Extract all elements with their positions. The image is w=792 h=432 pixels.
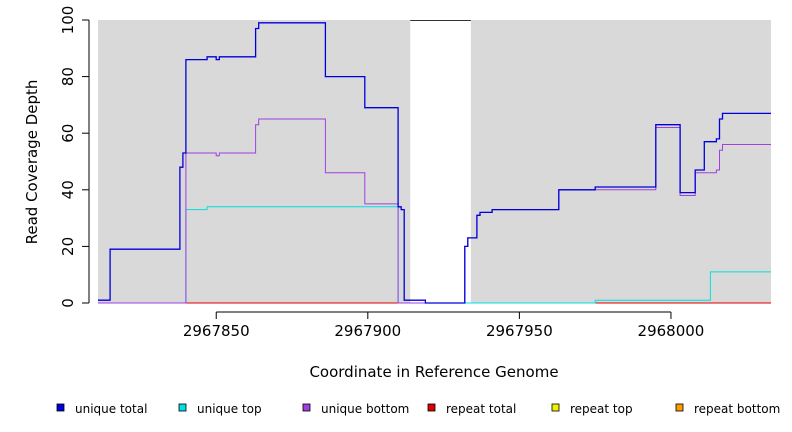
legend-swatch — [427, 403, 436, 412]
x-tick-label: 2968000 — [638, 322, 705, 340]
legend-item-repeat-total: repeat total — [427, 402, 516, 416]
x-tick-label: 2967950 — [486, 322, 553, 340]
x-axis-label: Coordinate in Reference Genome — [309, 363, 558, 381]
legend-item-unique-bottom: unique bottom — [302, 402, 409, 416]
legend-swatch — [675, 403, 684, 412]
y-axis: 0 20 40 60 80 100 — [59, 6, 90, 308]
y-tick-label: 60 — [59, 124, 77, 143]
legend-swatch — [551, 403, 560, 412]
series-layer — [98, 22, 771, 304]
legend-item-unique-top: unique top — [178, 402, 262, 416]
legend-item-repeat-bottom: repeat bottom — [675, 402, 780, 416]
y-axis-label: Read Coverage Depth — [23, 80, 41, 245]
y-tick-label: 80 — [59, 67, 77, 86]
legend: unique total unique top unique bottom repea… — [56, 402, 780, 416]
legend-swatch — [302, 403, 311, 412]
y-tick-label: 0 — [59, 298, 77, 308]
x-tick-label: 2967900 — [334, 322, 401, 340]
legend-item-repeat-top: repeat top — [551, 402, 633, 416]
legend-swatch — [56, 403, 65, 412]
y-tick-label: 100 — [59, 6, 77, 35]
series-line-unique-total — [98, 22, 771, 304]
plot-area — [98, 20, 771, 304]
legend-label: unique total — [75, 402, 147, 416]
legend-label: repeat bottom — [694, 402, 780, 416]
legend-swatch — [178, 403, 187, 412]
legend-label: unique top — [197, 402, 262, 416]
gap-region — [410, 20, 471, 303]
x-axis: 2967850 2967900 2967950 2968000 — [183, 311, 705, 340]
legend-label: repeat top — [570, 402, 633, 416]
legend-label: unique bottom — [321, 402, 409, 416]
x-tick-label: 2967850 — [183, 322, 250, 340]
legend-label: repeat total — [446, 402, 516, 416]
legend-item-unique-total: unique total — [56, 402, 147, 416]
y-tick-label: 40 — [59, 180, 77, 199]
y-tick-label: 20 — [59, 237, 77, 256]
